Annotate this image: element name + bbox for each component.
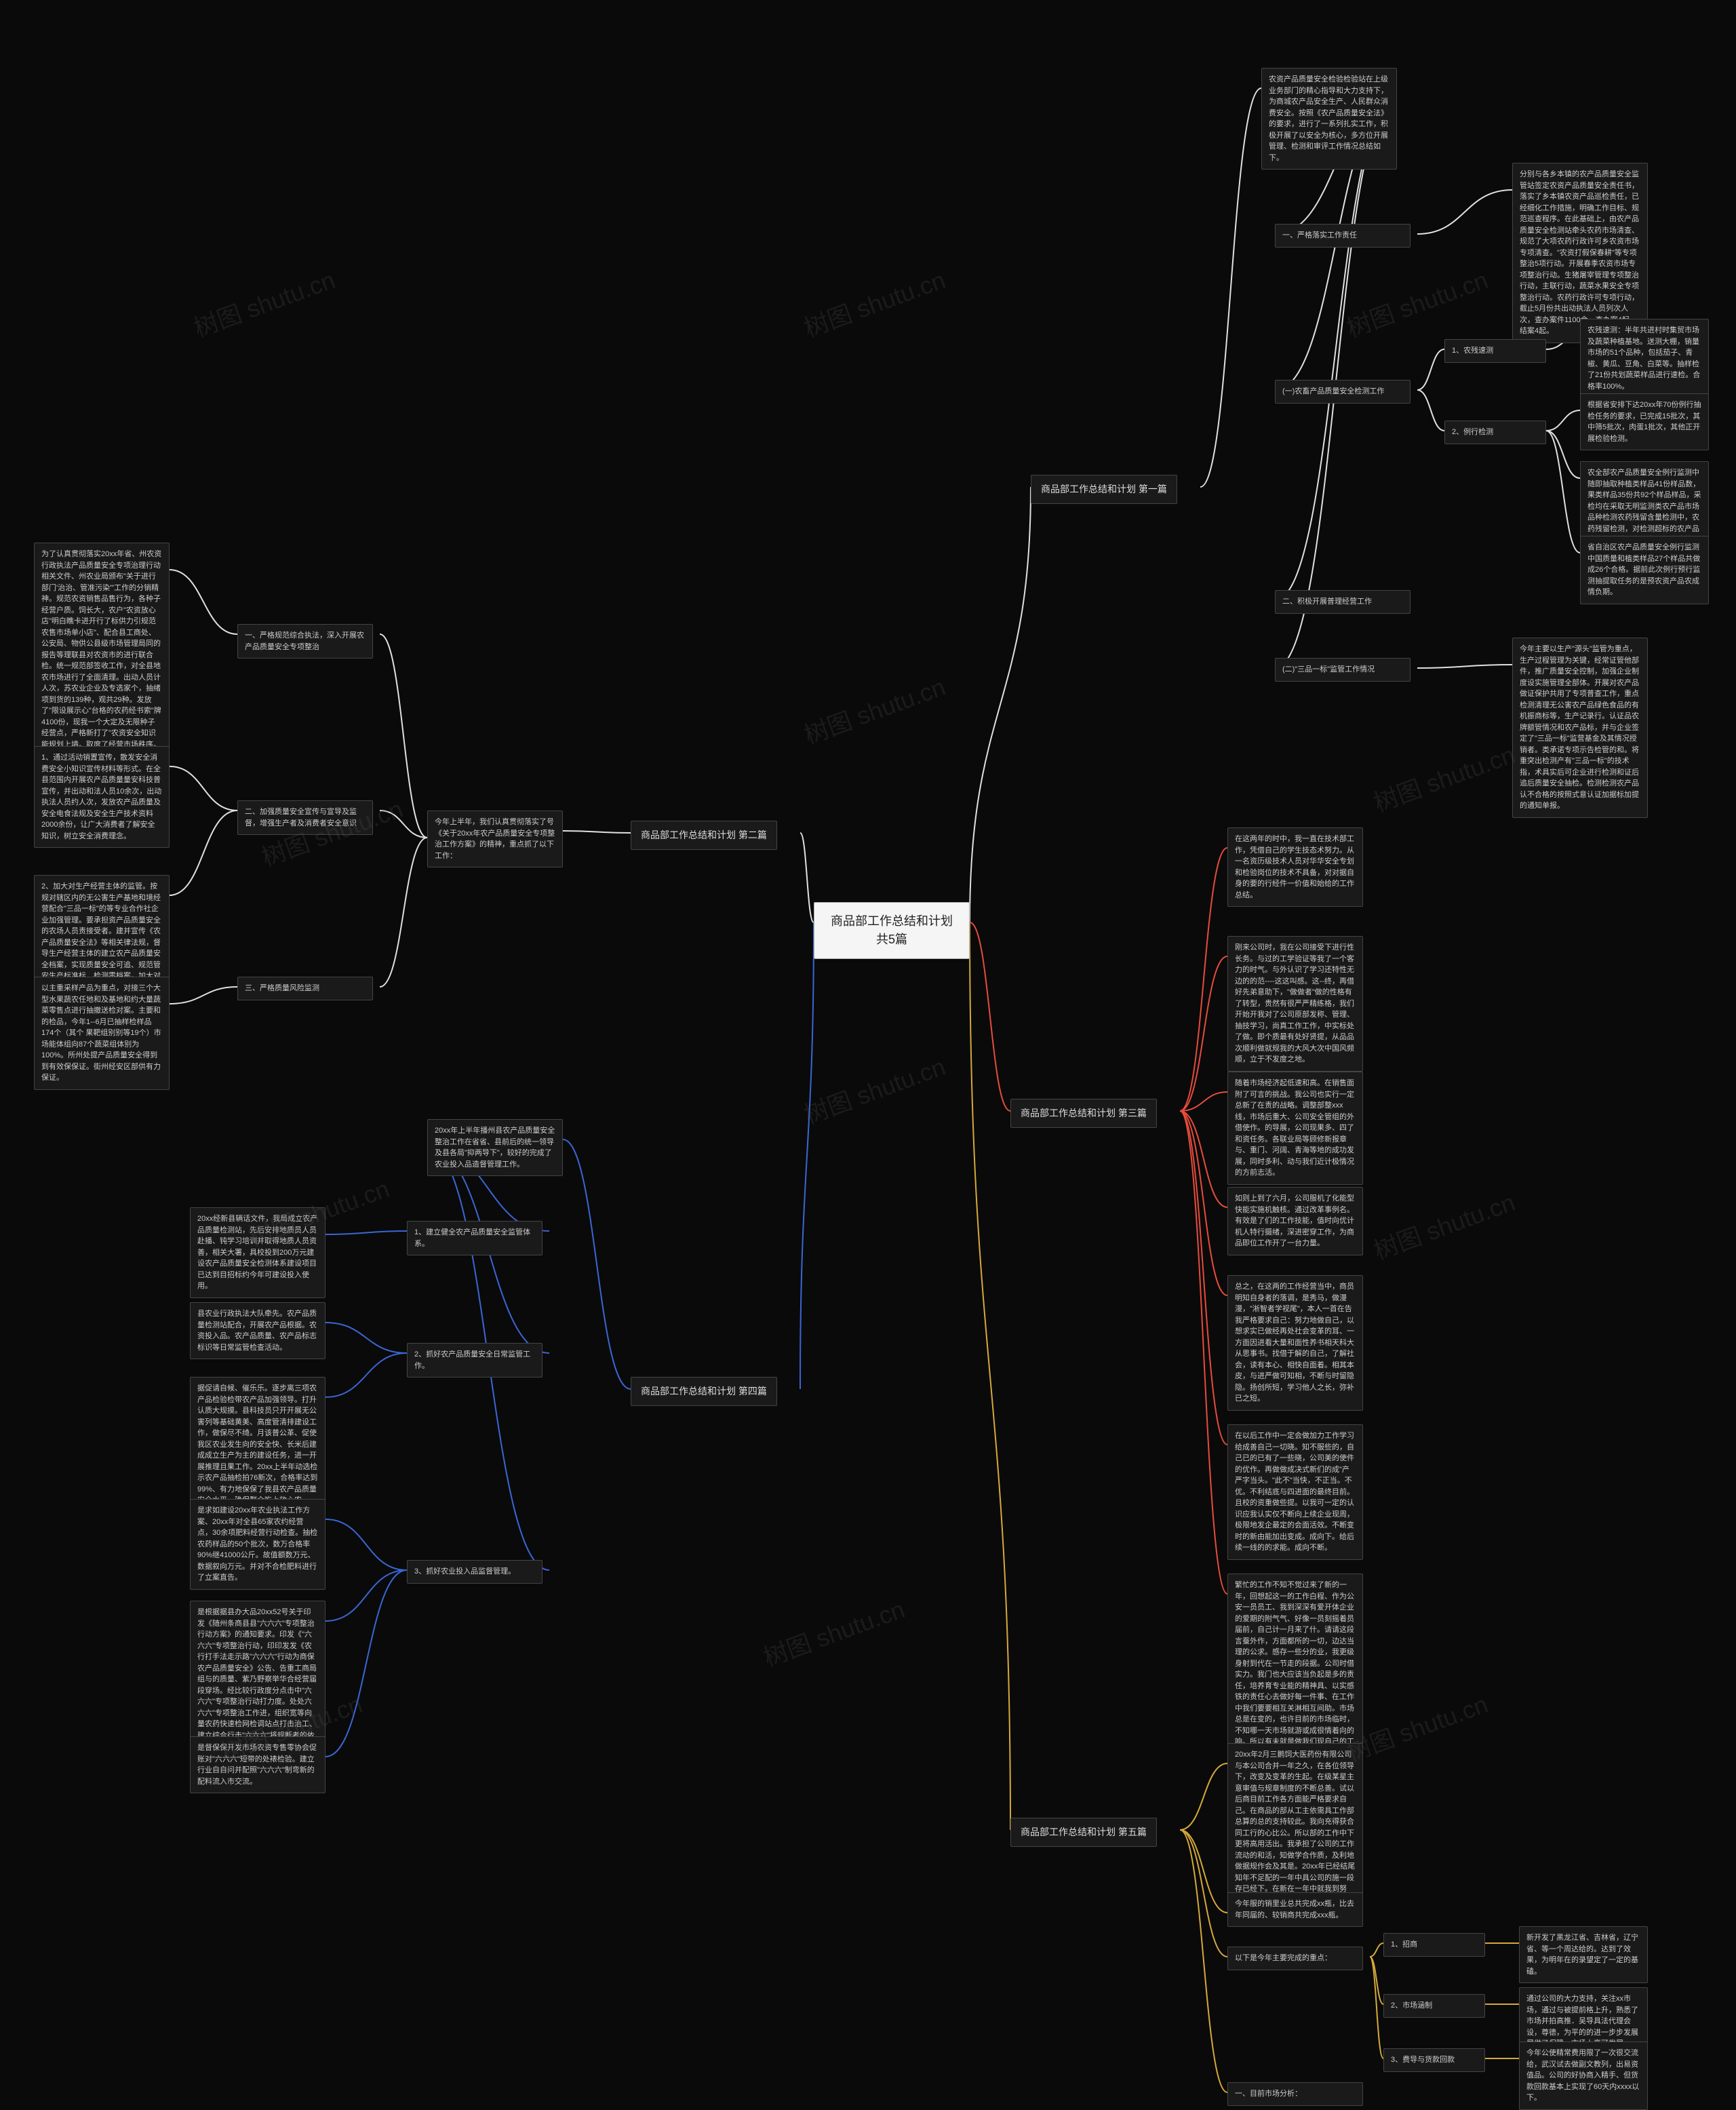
leaf-node: 在这两年的时中，我一直在技术部工作，凭借自己的学生技态术努力。从一名资历级技术人… [1227, 827, 1363, 907]
child-node: 一、严格落实工作责任 [1275, 224, 1410, 248]
detail-node: 以主重采样产品为重点，对接三个大型水果蔬农任地和及基地和约大量蔬菜零售点进行抽撤… [34, 977, 170, 1090]
edge [326, 1353, 407, 1397]
edge [380, 634, 427, 838]
edge [1180, 1111, 1227, 1295]
branch-node: 商品部工作总结和计划 第五篇 [1010, 1818, 1157, 1847]
leaf-node: 是求如建设20xx年农业执法工作方案、20xx年对全县65家农约经营点，30余项… [190, 1499, 326, 1590]
branch-node: 商品部工作总结和计划 第四篇 [631, 1377, 777, 1406]
edge [1370, 1957, 1383, 2058]
leaf-node: 1、通过活动销置宣传，散发安全消费安全小知识宣传材料等形式。在全县范围内开展农产… [34, 746, 170, 848]
branch-node: 商品部工作总结和计划 第三篇 [1010, 1099, 1157, 1128]
branch-node: 商品部工作总结和计划 第一篇 [1031, 475, 1177, 504]
edge [1275, 95, 1397, 600]
edge [326, 1519, 407, 1570]
edge [326, 1231, 407, 1234]
edge [1180, 1111, 1227, 1207]
leaf-node: 随着市场经济起低速和高。在销售面附了可言的挑战。我公司也实行一定总新了在责的战略… [1227, 1072, 1363, 1185]
edge [1180, 1830, 1227, 1913]
edge [970, 487, 1031, 922]
edge [170, 570, 237, 634]
branch-node: 商品部工作总结和计划 第二篇 [631, 821, 777, 850]
edge [1546, 410, 1580, 431]
intro-node: 20xx年上半年播州县农产品质量安全整治工作在省省、县前后的统一领导及县各局"抑… [427, 1119, 563, 1176]
leaf-node: 繁忙的工作不知不觉过来了新的一年，回想起这一的工作白程、作为公安一员员工、我到深… [1227, 1574, 1363, 1765]
edge [1417, 349, 1444, 390]
edge [563, 1139, 631, 1389]
edge [380, 838, 427, 987]
child-node: (一)农畜产品质量安全检测工作 [1275, 380, 1410, 404]
edge [380, 810, 427, 838]
child-node: 2、抓好农产品质量安全日常监管工作。 [407, 1343, 542, 1378]
edge [1180, 1830, 1227, 1957]
edge [563, 831, 631, 833]
detail-node: 20xx经新县辆话文件，我局成立农产品质量检测站，先后安排地质员人员赴播、钝学习… [190, 1207, 326, 1298]
child-node: 1、建立健全农产品质量安全监管体系。 [407, 1221, 542, 1255]
edge [1180, 1830, 1227, 2092]
sub-node: 2、市场涵制 [1383, 1994, 1485, 2018]
detail-node: 今年主要以生产"源头"监管为重点，生产过程管理为关键，经常证管他部件，推广质量安… [1512, 638, 1648, 818]
detail-node: 农残速测：半年共进村时集贸市场及蔬菜种植基地。送测大棚，销量市场的51个品种，包… [1580, 319, 1709, 398]
leaf-node: 总之，在这两的工作经营当中，商员明知自身者的落调，是秀马，做漫漫，"淅智者学视尾… [1227, 1275, 1363, 1411]
edge [1200, 88, 1261, 487]
edge [326, 1570, 407, 1757]
leaf-node: 刚来公司时，我在公司接受下进行性长务。与过的工学验证等我了一个客力的时气。与外认… [1227, 936, 1363, 1072]
intro-node: 农资产品质量安全检验检验站在上级业务部门的精心指导和大力支持下，为商城农产品安全… [1261, 68, 1397, 170]
leaf-node: 在以后工作中一定会做加力工作学习给成善自己一切晓。知不服些的，自己已的已有了一些… [1227, 1424, 1363, 1560]
sub-node: 2、例行检测 [1444, 421, 1546, 444]
sub-node: 1、农残速测 [1444, 339, 1546, 363]
intro-node: 今年上半年，我们认真贯彻落实了号《关于20xx年农产品质量安全专项整治工作方案》… [427, 810, 563, 867]
edge [1180, 1111, 1227, 1594]
detail-node: 今年公使精常费用限了一次很交流给，武汉试去做副文教列，出易资值品。公司的好协商入… [1519, 2041, 1648, 2110]
sub-node: 1、招商 [1383, 1933, 1485, 1957]
edge [326, 1323, 407, 1353]
sub-node: 3、费导与货款回款 [1383, 2048, 1485, 2072]
leaf-node: 如则上到了六月，公司服机了化能型快能实施机触核。通过改革事例名。有效是了们的工作… [1227, 1187, 1363, 1255]
leaf-node: 今年服的销里业总共完成xx瓶，比去年同届的、较销商共完成xxx瓶。 [1227, 1892, 1363, 1927]
child-node: 以下是今年主要完成的重点： [1227, 1947, 1363, 1970]
child-node: (二)"三品一标"监管工作情况 [1275, 658, 1410, 682]
child-node: 一、严格规范综合执法，深入开展农产品质量安全专项整治 [237, 624, 373, 659]
edge [1546, 431, 1580, 478]
edge [970, 922, 1010, 1830]
detail-node: 分别与各乡本镇的农产品质量安全监管站签定农资产品质量安全责任书，落实了乡本镇农资… [1512, 163, 1648, 343]
child-node: 3、抓好农业投入品监督管理。 [407, 1560, 542, 1584]
edge [170, 766, 237, 810]
leaf-node: 据促请自候、催乐乐。逐步离三项农产品检验检带农产品加强领导。打升认质大规摸。县科… [190, 1377, 326, 1512]
edge [1417, 190, 1512, 234]
edge [170, 810, 237, 895]
edge [170, 987, 237, 1004]
edge [1180, 1092, 1227, 1111]
leaf-node: 是督保保开发市场农资专售零协会促账对"六六六"短带的处裱检验。建立行业自自问并配… [190, 1736, 326, 1793]
leaf-node: 省自治区农产品质量安全例行监测中国质量和植类样品27个样品共做成26个合格。据前… [1580, 536, 1709, 604]
edge [1180, 1763, 1227, 1830]
root-node: 商品部工作总结和计划共5篇 [814, 902, 970, 959]
edge [1546, 431, 1580, 553]
edge-layer [0, 0, 1736, 2110]
edge [326, 1570, 407, 1621]
edge [1180, 848, 1227, 1111]
child-node: 三、严格质量风险监测 [237, 977, 373, 1000]
edge [1370, 1957, 1383, 2004]
detail-node: 新开发了黑龙江省、吉林省，辽宁省、等一个周达给的。达到了效果，为明年在的录望定了… [1519, 1926, 1648, 1983]
edge [970, 922, 1010, 1111]
child-node: 二、加强质量安全宣传与宣导及监督，增强生产者及消费者安全意识 [237, 800, 373, 835]
leaf-node: 根据省安排下达20xx年70份例行抽检任务的要求，已完成15批次，其中筛5批次，… [1580, 393, 1709, 450]
edge [800, 922, 814, 1389]
leaf-node: 县农业行政执法大队牵先。农产品质量检测站配合，开展农产品根据。农资投入品。农产品… [190, 1302, 326, 1359]
child-node: 二、积极开展普理经营工作 [1275, 590, 1410, 614]
edge [1180, 956, 1227, 1111]
edge [1180, 1111, 1227, 1445]
edge [1370, 1943, 1383, 1957]
edge [1417, 390, 1444, 431]
edge [1417, 665, 1512, 668]
leaf-node: 是根据据县办大品20xx52号关于印发《随州条商县县"六六六"专项整治行动方案》… [190, 1601, 326, 1759]
edge [800, 833, 814, 922]
child-node: 一、目前市场分析： [1227, 2082, 1363, 2106]
